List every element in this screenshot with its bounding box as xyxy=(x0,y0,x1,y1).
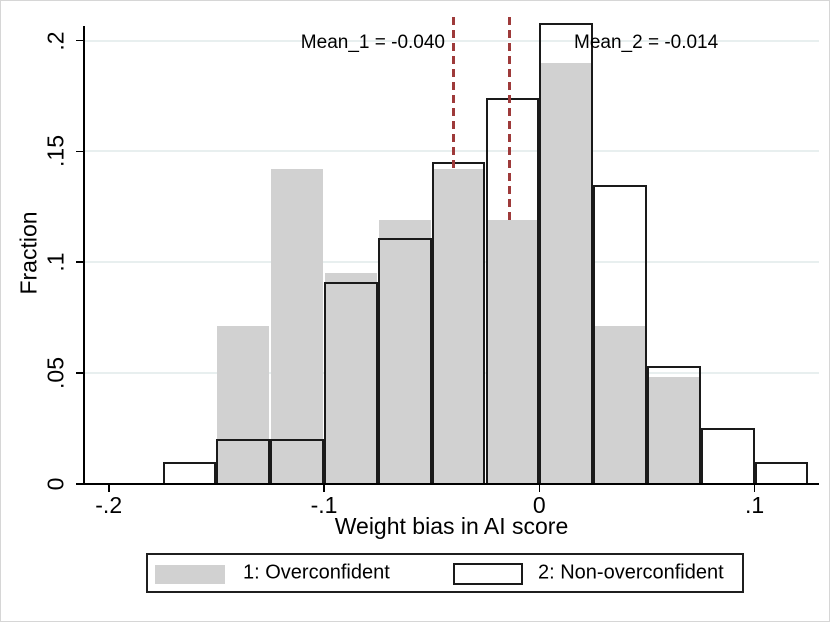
y-tick xyxy=(76,39,84,42)
bar-non-overconfident xyxy=(539,22,594,485)
y-tick xyxy=(76,482,84,485)
x-axis-line xyxy=(83,482,819,485)
y-axis-line xyxy=(83,26,85,485)
bar-non-overconfident xyxy=(377,237,432,485)
x-axis-title: Weight bias in AI score xyxy=(334,513,569,539)
bar-non-overconfident xyxy=(646,366,701,485)
bar-overconfident xyxy=(217,326,270,484)
x-tick xyxy=(323,483,325,492)
bar-non-overconfident xyxy=(593,184,647,485)
bar-overconfident xyxy=(324,273,377,484)
bar-non-overconfident xyxy=(754,461,809,485)
y-tick-label: .05 xyxy=(42,356,69,389)
legend-swatch-overconfident xyxy=(155,565,225,584)
bar-overconfident xyxy=(593,326,647,484)
x-tick xyxy=(538,483,541,492)
y-tick-label: .15 xyxy=(42,135,69,168)
bar-overconfident xyxy=(486,220,539,484)
x-tick xyxy=(107,483,110,492)
bar-non-overconfident xyxy=(324,282,378,485)
y-tick-label: .1 xyxy=(42,252,69,272)
y-gridline xyxy=(84,39,819,42)
y-tick xyxy=(76,150,84,153)
bar-overconfident xyxy=(647,377,700,484)
x-tick-label: -.1 xyxy=(310,492,338,518)
x-tick-label: 0 xyxy=(532,492,546,518)
bar-non-overconfident xyxy=(216,439,271,485)
legend-label-non-overconfident: 2: Non-overconfident xyxy=(538,561,724,584)
bar-non-overconfident xyxy=(485,98,540,485)
bar-overconfident xyxy=(432,169,485,484)
y-tick-label: 0 xyxy=(42,477,69,491)
bar-non-overconfident xyxy=(431,162,486,485)
legend-label-overconfident: 1: Overconfident xyxy=(243,561,390,584)
legend: 1: Overconfident 2: Non-overconfident xyxy=(146,553,744,593)
bar-overconfident xyxy=(378,220,431,484)
y-tick-label: .2 xyxy=(42,30,69,51)
x-tick-label: .1 xyxy=(745,492,765,518)
mean-line-2 xyxy=(507,17,511,220)
mean1-annotation: Mean_1 = -0.040 xyxy=(300,32,445,53)
bar-non-overconfident xyxy=(270,439,324,485)
mean2-annotation: Mean_2 = -0.014 xyxy=(574,32,719,53)
y-axis-title: Fraction xyxy=(15,211,42,295)
bar-overconfident xyxy=(540,62,593,484)
bar-non-overconfident xyxy=(162,461,217,485)
y-gridline xyxy=(84,150,819,153)
x-tick-label: -.2 xyxy=(95,492,123,518)
y-tick xyxy=(76,372,84,374)
bar-overconfident xyxy=(271,169,324,484)
mean-line-1 xyxy=(451,17,455,169)
x-tick xyxy=(753,483,756,492)
y-tick xyxy=(76,261,84,263)
legend-swatch-non-overconfident xyxy=(453,563,523,585)
bar-non-overconfident xyxy=(700,428,755,485)
